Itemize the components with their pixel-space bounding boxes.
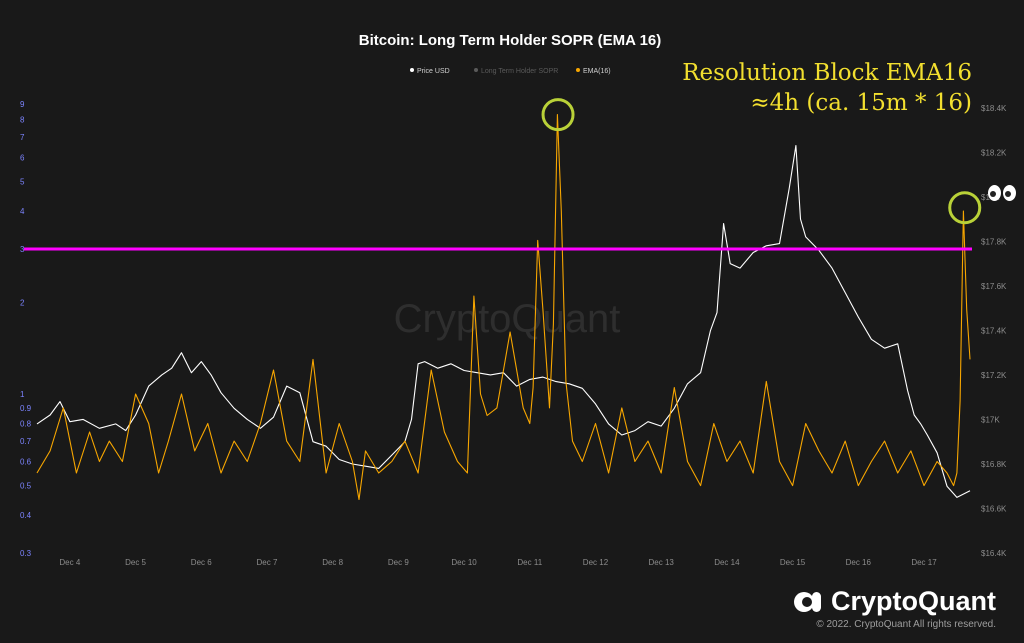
right-tick-label: $18.2K: [981, 148, 1007, 157]
x-tick-label: Dec 16: [846, 558, 872, 567]
left-tick-label: 0.7: [20, 437, 32, 446]
left-tick-label: 2: [20, 299, 25, 308]
left-tick-label: 5: [20, 178, 25, 187]
highlight-circle: [541, 98, 575, 132]
chart-title: Bitcoin: Long Term Holder SOPR (EMA 16): [359, 32, 662, 49]
x-tick-label: Dec 6: [191, 558, 212, 567]
right-tick-label: $17.2K: [981, 371, 1007, 380]
right-tick-label: $16.4K: [981, 549, 1007, 558]
x-tick-label: Dec 9: [388, 558, 409, 567]
ema16-series-line: [36, 114, 971, 501]
left-tick-label: 3: [20, 245, 25, 254]
left-tick-label: 9: [20, 100, 25, 109]
x-tick-label: Dec 10: [451, 558, 477, 567]
left-tick-label: 1: [20, 390, 25, 399]
legend-marker: [410, 68, 414, 72]
x-tick-label: Dec 15: [780, 558, 806, 567]
left-tick-label: 8: [20, 115, 25, 124]
legend-item-label: Long Term Holder SOPR: [481, 68, 558, 75]
annotation-line-1: Resolution Block EMA16: [682, 60, 972, 86]
x-tick-label: Dec 5: [125, 558, 146, 567]
left-tick-label: 4: [20, 207, 25, 216]
x-tick-label: Dec 13: [649, 558, 675, 567]
legend-marker: [576, 68, 580, 72]
watermark: CryptoQuant: [394, 297, 621, 341]
annotation-line-2: ≈4h (ca. 15m * 16): [750, 90, 972, 116]
right-tick-label: $16.6K: [981, 504, 1007, 513]
right-tick-label: $17K: [981, 415, 1000, 424]
x-tick-label: Dec 7: [257, 558, 278, 567]
left-tick-label: 0.4: [20, 511, 32, 520]
left-tick-label: 0.9: [20, 404, 32, 413]
footer-brand[interactable]: CryptoQuant: [793, 586, 996, 617]
x-tick-label: Dec 12: [583, 558, 609, 567]
cryptoquant-logo-icon: [794, 591, 821, 612]
left-tick-label: 7: [20, 133, 25, 142]
x-tick-label: Dec 4: [59, 558, 80, 567]
annotation: Resolution Block EMA16 ≈4h (ca. 15m * 16…: [682, 58, 972, 118]
x-tick-label: Dec 14: [714, 558, 740, 567]
legend: Price USD Long Term Holder SOPR EMA(16): [410, 68, 611, 75]
left-tick-label: 0.6: [20, 457, 32, 466]
highlight-circle: [948, 191, 982, 225]
legend-item-label: Price USD: [417, 68, 450, 75]
price-series-line: [36, 145, 971, 498]
x-tick-label: Dec 17: [911, 558, 937, 567]
left-tick-label: 0.3: [20, 549, 32, 558]
eyes-emoji-icon: [988, 185, 1016, 201]
right-tick-label: $16.8K: [981, 460, 1007, 469]
footer-copyright: © 2022. CryptoQuant All rights reserved.: [816, 619, 996, 630]
legend-marker: [474, 68, 478, 72]
right-tick-label: $17.8K: [981, 237, 1007, 246]
left-tick-label: 6: [20, 153, 25, 162]
legend-item-label: EMA(16): [583, 68, 611, 75]
x-tick-label: Dec 8: [322, 558, 343, 567]
left-tick-label: 0.5: [20, 482, 32, 491]
left-tick-label: 0.8: [20, 419, 32, 428]
footer-brand-name: CryptoQuant: [831, 586, 996, 616]
right-tick-label: $17.6K: [981, 282, 1007, 291]
x-tick-label: Dec 11: [517, 558, 542, 567]
right-tick-label: $18.4K: [981, 104, 1007, 113]
right-tick-label: $17.4K: [981, 326, 1007, 335]
